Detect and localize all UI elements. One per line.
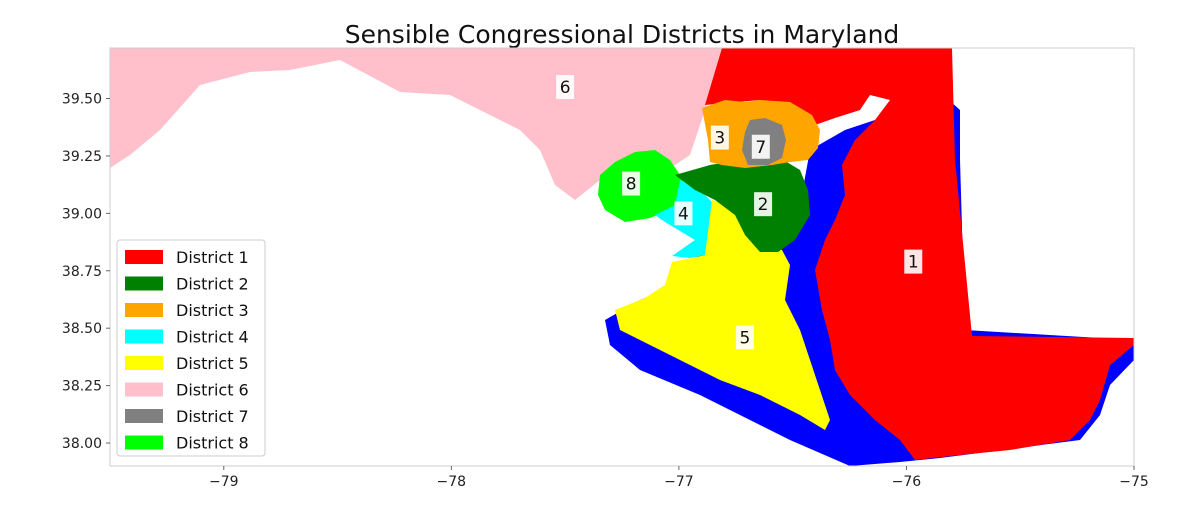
district-label-text: 7 [755,138,766,158]
district-5-label: 5 [735,325,754,350]
legend-label: District 5 [176,354,249,373]
y-axis: 38.00 38.25 38.50 38.75 39.00 39.25 39.50 [62,92,110,452]
district-label-text: 8 [626,175,637,195]
legend-item-district-8: District 8 [125,434,249,453]
y-tick-label: 39.50 [62,92,102,108]
map-title: Sensible Congressional Districts in Mary… [345,20,900,49]
legend-swatch [125,356,163,370]
legend-label: District 7 [176,407,249,426]
district-label-background [674,201,693,226]
x-tick-label: −77 [664,474,694,490]
district-label-background [735,325,754,350]
legend-swatch [125,409,163,423]
district-8-region [598,150,690,222]
legend-item-district-5: District 5 [125,354,249,373]
district-label-text: 1 [908,253,919,273]
legend-label: District 2 [176,275,249,294]
x-tick-label: −75 [1119,474,1149,490]
plot-frame [109,47,1135,467]
y-tick-label: 38.00 [62,436,102,452]
district-label-background [556,75,575,100]
legend-item-district-1: District 1 [125,248,249,267]
y-tick-label: 39.00 [62,206,102,222]
x-axis: −79 −78 −77 −76 −75 [209,466,1149,490]
district-label-text: 3 [714,129,725,149]
legend-item-district-4: District 4 [125,328,249,347]
district-5-region [615,200,830,430]
legend-item-district-3: District 3 [125,301,249,320]
y-tick-label: 38.50 [62,321,102,337]
legend-label: District 6 [176,381,249,400]
district-6-label: 6 [556,75,575,100]
legend-label: District 8 [176,434,249,453]
y-tick-label: 38.25 [62,379,102,395]
district-2-region [675,158,810,252]
district-label-background [904,249,923,274]
district-3-label: 3 [710,125,729,150]
district-label-background [710,125,729,150]
district-label-background [751,134,770,159]
district-labels: 1 2 3 4 5 6 7 8 [556,75,923,350]
legend-label: District 1 [176,248,249,267]
district-7-label: 7 [751,134,770,159]
legend-item-district-2: District 2 [125,275,249,294]
legend-swatch [125,250,163,264]
legend-swatch [125,435,163,450]
legend-swatch [125,276,163,291]
district-1-label: 1 [904,249,923,274]
legend-swatch [125,303,163,317]
legend-box [116,239,266,457]
district-8-label: 8 [622,171,641,196]
legend-item-district-7: District 7 [125,407,249,426]
district-label-text: 2 [758,195,769,215]
legend-label: District 4 [176,328,249,347]
district-label-text: 5 [739,328,750,348]
district-label-text: 6 [560,78,571,98]
y-tick-label: 39.25 [62,149,102,165]
district-label-background [622,171,641,196]
x-tick-label: −79 [209,474,239,490]
legend-label: District 3 [176,301,249,320]
legend-swatch [125,382,163,397]
district-label-background [754,192,773,217]
y-tick-label: 38.75 [62,264,102,280]
x-tick-label: −78 [437,474,467,490]
district-4-label: 4 [674,201,693,226]
district-2-label: 2 [754,192,773,217]
legend-item-district-6: District 6 [125,381,249,400]
district-label-text: 4 [678,204,689,224]
legend-swatch [125,329,163,344]
legend: District 1 District 2 District 3 District 4… [116,239,266,457]
x-tick-label: −76 [892,474,922,490]
